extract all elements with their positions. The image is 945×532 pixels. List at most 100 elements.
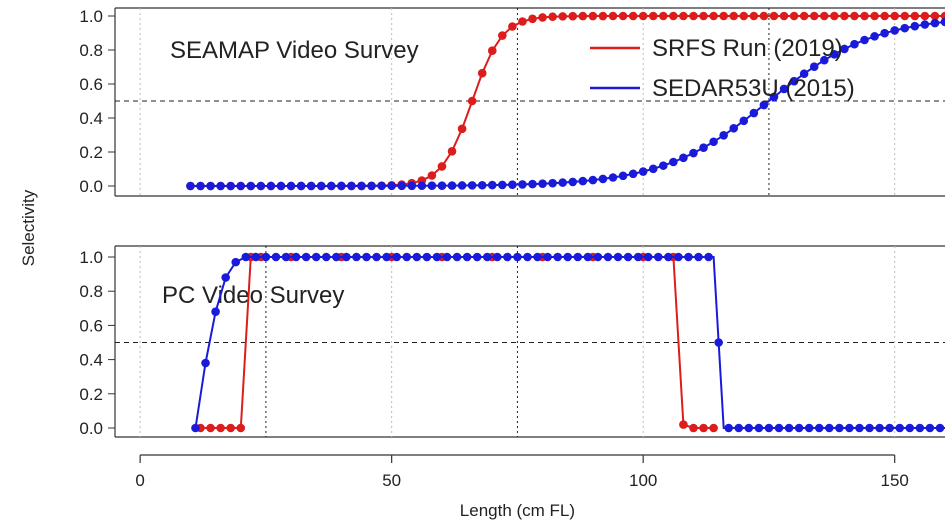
data-point (629, 170, 638, 179)
data-point (629, 12, 638, 21)
data-point (468, 181, 477, 190)
data-point (478, 181, 487, 190)
data-point (775, 424, 784, 433)
data-point (528, 180, 537, 189)
data-point (599, 12, 608, 21)
data-point (468, 97, 477, 106)
data-point (201, 359, 210, 368)
data-point (287, 182, 296, 191)
data-point (755, 424, 764, 433)
data-point (548, 179, 557, 188)
y-tick-label: 0.0 (79, 419, 103, 438)
x-tick-label: 100 (629, 471, 657, 490)
data-point (488, 181, 497, 190)
data-point (458, 181, 467, 190)
data-point (302, 253, 311, 262)
data-point (508, 22, 517, 31)
data-point (739, 12, 748, 21)
data-point (372, 253, 381, 262)
data-point (674, 253, 683, 262)
data-point (458, 125, 467, 134)
data-point (216, 182, 225, 191)
data-point (428, 181, 437, 190)
data-point (413, 253, 422, 262)
data-point (709, 12, 718, 21)
x-tick-label: 0 (135, 471, 144, 490)
data-point (664, 253, 673, 262)
data-point (679, 153, 688, 162)
data-point (739, 117, 748, 126)
data-point (216, 424, 225, 433)
data-point (619, 12, 628, 21)
data-point (589, 176, 598, 185)
data-point (679, 12, 688, 21)
data-point (609, 12, 618, 21)
x-tick-label: 50 (382, 471, 401, 490)
data-point (931, 19, 940, 28)
data-point (438, 162, 447, 171)
data-point (860, 36, 869, 45)
data-point (800, 12, 809, 21)
data-point (941, 18, 945, 27)
data-point (402, 253, 411, 262)
data-point (870, 12, 879, 21)
data-point (659, 161, 668, 170)
data-point (699, 143, 708, 152)
data-point (865, 424, 874, 433)
data-point (790, 12, 799, 21)
data-point (916, 424, 925, 433)
data-point (594, 253, 603, 262)
data-point (297, 182, 306, 191)
data-point (679, 420, 688, 429)
data-point (322, 253, 331, 262)
data-point (624, 253, 633, 262)
data-point (689, 149, 698, 158)
data-point (830, 12, 839, 21)
data-point (875, 424, 884, 433)
y-tick-label: 0.0 (79, 177, 103, 196)
data-point (614, 253, 623, 262)
data-point (825, 424, 834, 433)
data-point (880, 29, 889, 38)
data-point (689, 12, 698, 21)
data-point (553, 253, 562, 262)
data-point (684, 253, 693, 262)
legend-label: SEDAR53U (2015) (652, 75, 855, 102)
data-point (443, 253, 452, 262)
data-point (568, 12, 577, 21)
data-point (760, 12, 769, 21)
data-point (317, 182, 326, 191)
data-point (599, 175, 608, 184)
data-point (277, 182, 286, 191)
data-point (262, 253, 271, 262)
data-point (855, 424, 864, 433)
data-point (729, 12, 738, 21)
data-point (845, 424, 854, 433)
data-point (292, 253, 301, 262)
data-point (407, 182, 416, 191)
data-point (900, 12, 909, 21)
data-point (342, 253, 351, 262)
data-point (307, 182, 316, 191)
data-point (654, 253, 663, 262)
data-point (750, 109, 759, 118)
data-point (282, 253, 291, 262)
y-tick-label: 0.6 (79, 75, 103, 94)
data-point (508, 180, 517, 189)
data-point (704, 253, 713, 262)
data-point (619, 172, 628, 181)
data-point (498, 31, 507, 40)
data-point (714, 338, 723, 347)
data-point (523, 253, 532, 262)
data-point (558, 178, 567, 187)
data-point (231, 258, 240, 267)
data-point (312, 253, 321, 262)
data-point (448, 147, 457, 156)
data-point (418, 181, 427, 190)
data-point (709, 424, 718, 433)
data-point (347, 182, 356, 191)
data-point (533, 253, 542, 262)
data-point (327, 182, 336, 191)
data-point (719, 131, 728, 140)
